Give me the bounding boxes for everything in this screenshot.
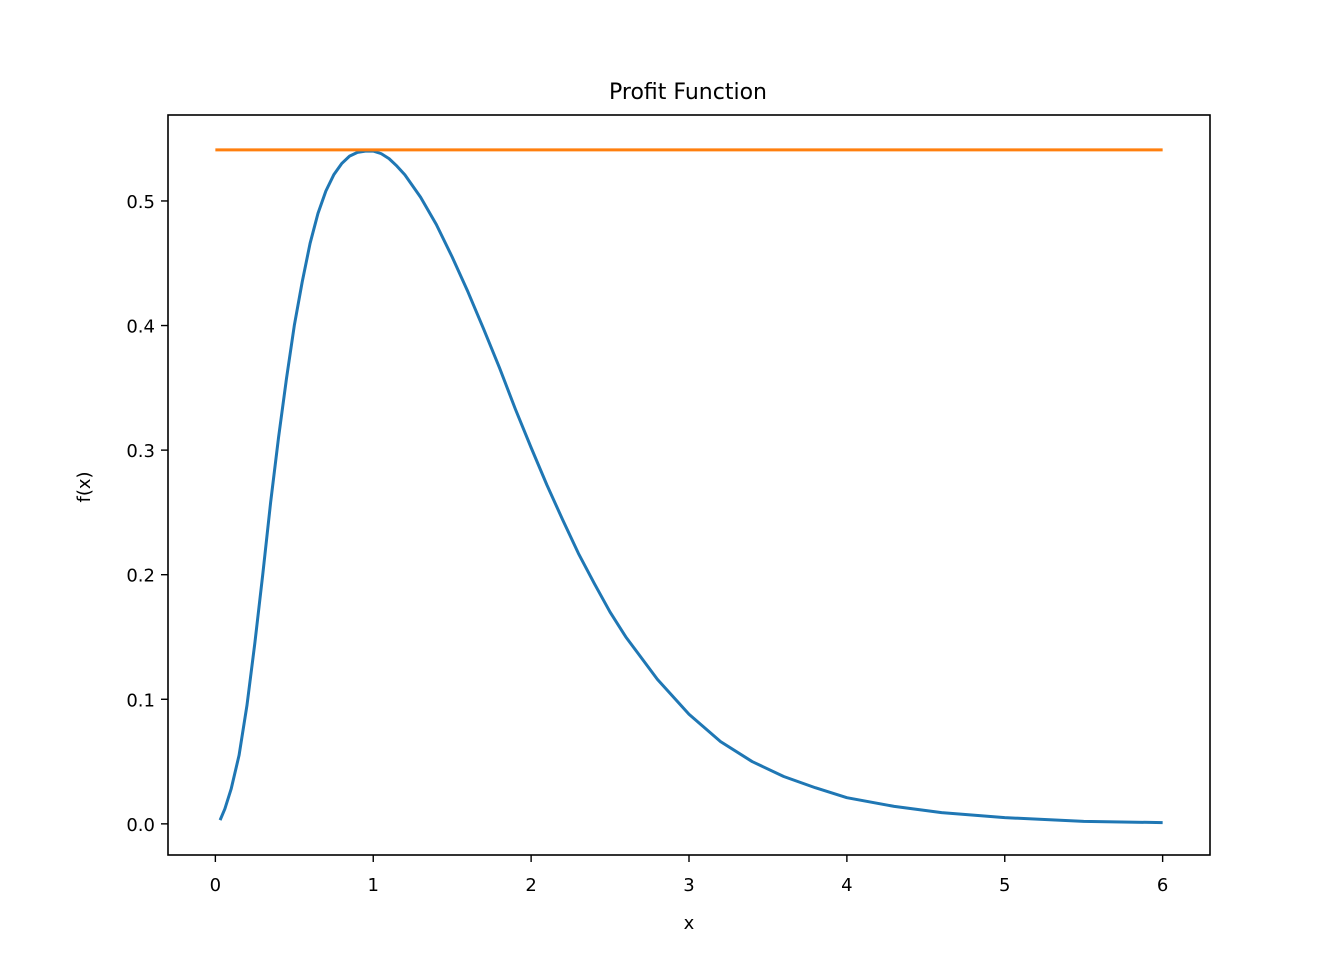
y-tick-label: 0.3 <box>126 441 155 462</box>
x-axis-label: x <box>684 913 695 934</box>
y-tick-label: 0.4 <box>126 317 155 338</box>
x-tick-label: 6 <box>1157 875 1168 896</box>
y-axis-label: f(x) <box>74 471 95 502</box>
ticks-layer: 0 1 2 3 4 5 6 0.0 0.1 0.2 0.3 0.4 0.5 <box>126 192 1168 896</box>
x-tick-label: 3 <box>683 875 694 896</box>
y-tick-label: 0.0 <box>126 815 155 836</box>
y-tick-label: 0.1 <box>126 690 155 711</box>
x-tick-label: 4 <box>841 875 852 896</box>
x-tick-label: 1 <box>368 875 379 896</box>
series-layer <box>215 148 1163 825</box>
y-tick-label: 0.5 <box>126 192 155 213</box>
x-tick-label: 2 <box>525 875 536 896</box>
x-tick-label: 0 <box>210 875 221 896</box>
x-tick-label: 5 <box>999 875 1010 896</box>
axes-frame <box>167 114 1211 856</box>
chart-title: Profit Function <box>609 80 767 105</box>
y-tick-label: 0.2 <box>126 566 155 587</box>
profit-curve-line <box>218 149 1163 825</box>
